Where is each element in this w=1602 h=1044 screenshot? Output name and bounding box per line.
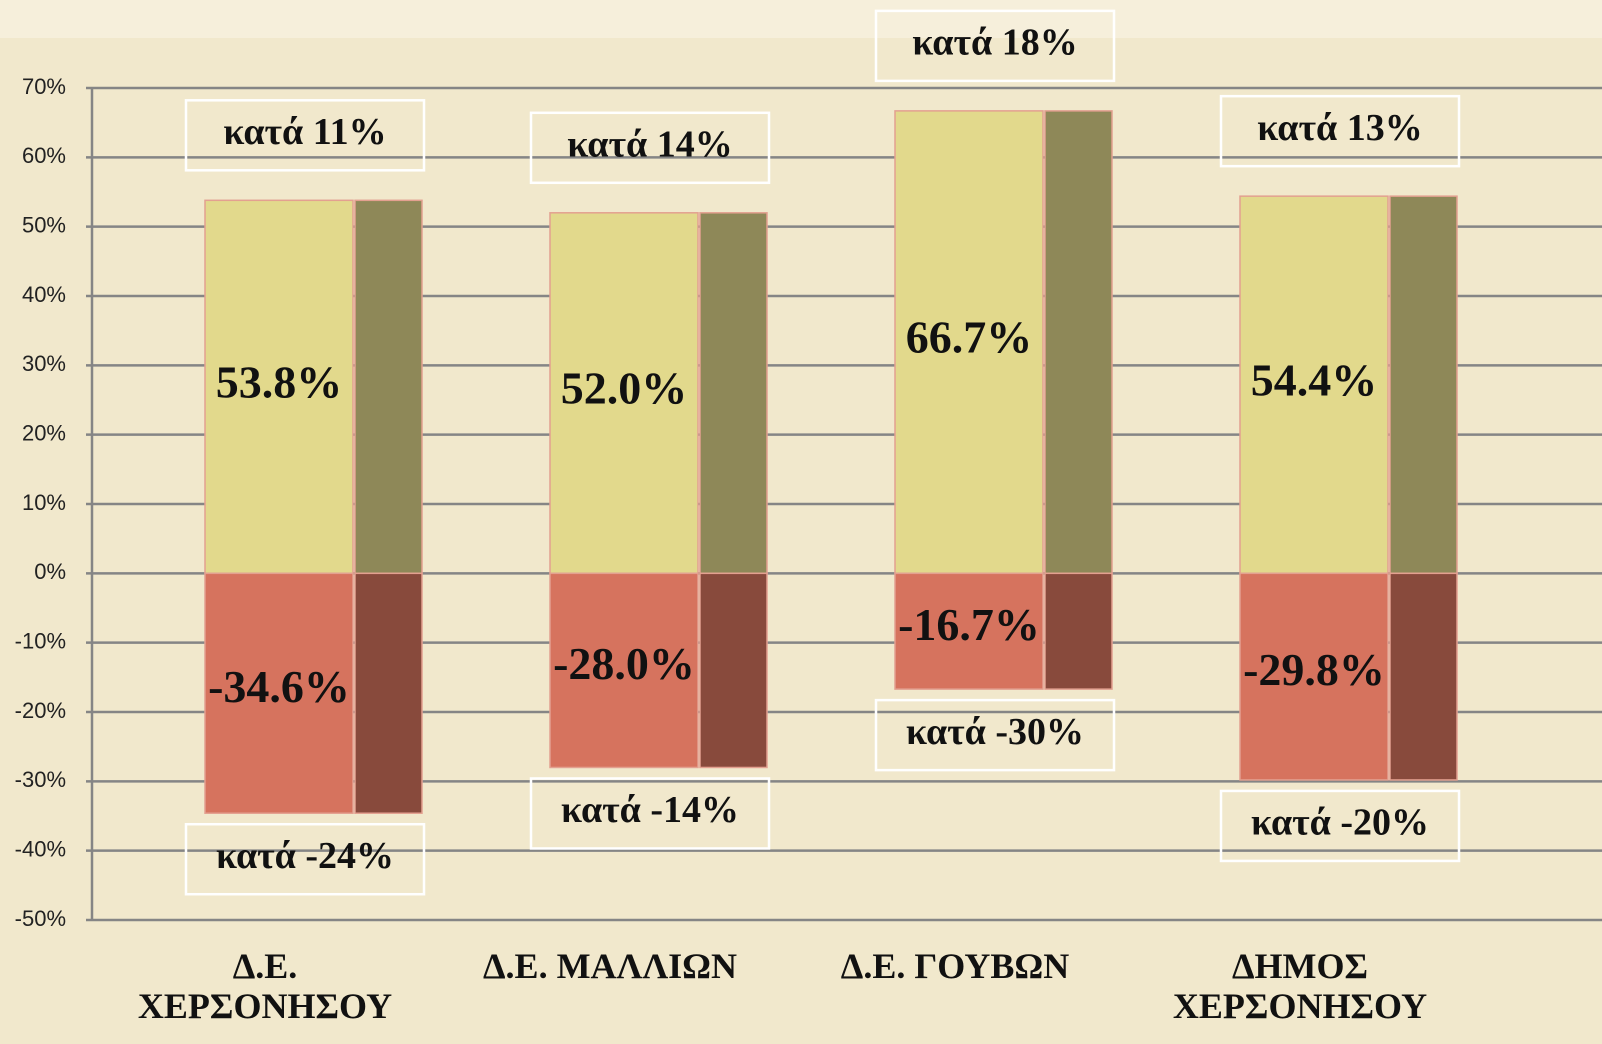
x-tick-label: ΔΗΜΟΣ ΧΕΡΣΟΝΗΣΟΥ: [1172, 946, 1428, 1026]
annotation: κατά -24%: [216, 835, 394, 877]
value-label: -34.6%: [208, 661, 350, 712]
value-label: -16.7%: [898, 599, 1040, 650]
bar: [354, 199, 423, 575]
annotation-box: [529, 777, 771, 850]
bar: [1389, 195, 1458, 575]
top-band: [0, 0, 1602, 38]
annotation: κατά -14%: [561, 789, 739, 831]
annotation-box: [184, 99, 426, 172]
x-tick-label: Δ.Ε. ΜΑΛΛΙΩΝ: [482, 946, 737, 986]
annotation-box: [1219, 94, 1461, 168]
annotation: κατά -20%: [1251, 802, 1429, 844]
bar: [204, 199, 354, 575]
bar: [204, 572, 354, 814]
bar: [894, 572, 1044, 690]
x-tick-label: Δ.Ε. ΧΕΡΣΟΝΗΣΟΥ: [137, 946, 393, 1026]
bar: [1239, 572, 1389, 781]
annotation-box: [874, 698, 1116, 772]
value-label: 52.0%: [561, 363, 688, 414]
value-label: 54.4%: [1251, 354, 1378, 405]
annotation-box: [1219, 789, 1461, 863]
bar: [1044, 110, 1113, 575]
annotation-box: [874, 9, 1116, 83]
y-tick-label: 20%: [22, 420, 66, 445]
x-tick-label: Δ.Ε. ΓΟΥΒΩΝ: [840, 946, 1070, 986]
bar: [1044, 572, 1113, 690]
bar: [699, 572, 768, 769]
annotation: κατά 14%: [567, 124, 732, 166]
y-tick-label: -10%: [15, 628, 66, 653]
bar: [354, 572, 423, 814]
y-tick-label: 70%: [22, 74, 66, 99]
y-tick-label: 0%: [34, 559, 66, 584]
annotation: κατά 18%: [912, 22, 1077, 64]
bar: [549, 572, 699, 769]
y-tick-label: -30%: [15, 767, 66, 792]
annotation: κατά -30%: [906, 711, 1084, 753]
annotation-box: [529, 111, 771, 185]
value-label: -29.8%: [1243, 644, 1385, 695]
y-tick-label: 30%: [22, 351, 66, 376]
bar: [699, 212, 768, 575]
bar: [1239, 195, 1389, 575]
y-tick-label: -40%: [15, 836, 66, 861]
value-label: 66.7%: [906, 312, 1033, 363]
y-tick-label: 10%: [22, 490, 66, 515]
bar: [549, 212, 699, 575]
value-label: 53.8%: [216, 356, 343, 407]
bar: [1389, 572, 1458, 781]
y-tick-label: 50%: [22, 212, 66, 237]
annotation: κατά 11%: [223, 111, 386, 153]
annotation-box: [184, 822, 426, 896]
y-tick-label: 40%: [22, 282, 66, 307]
value-label: -28.0%: [553, 638, 695, 689]
y-tick-label: -50%: [15, 906, 66, 931]
annotation: κατά 13%: [1257, 107, 1422, 149]
bar: [894, 110, 1044, 575]
y-tick-label: -20%: [15, 698, 66, 723]
y-tick-label: 60%: [22, 143, 66, 168]
